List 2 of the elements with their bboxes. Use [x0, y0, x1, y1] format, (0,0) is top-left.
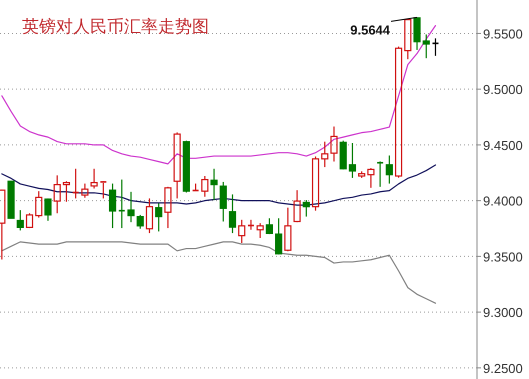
title: 英镑对人民币汇率走势图: [22, 17, 209, 36]
annotation: 9.5644: [350, 22, 390, 38]
